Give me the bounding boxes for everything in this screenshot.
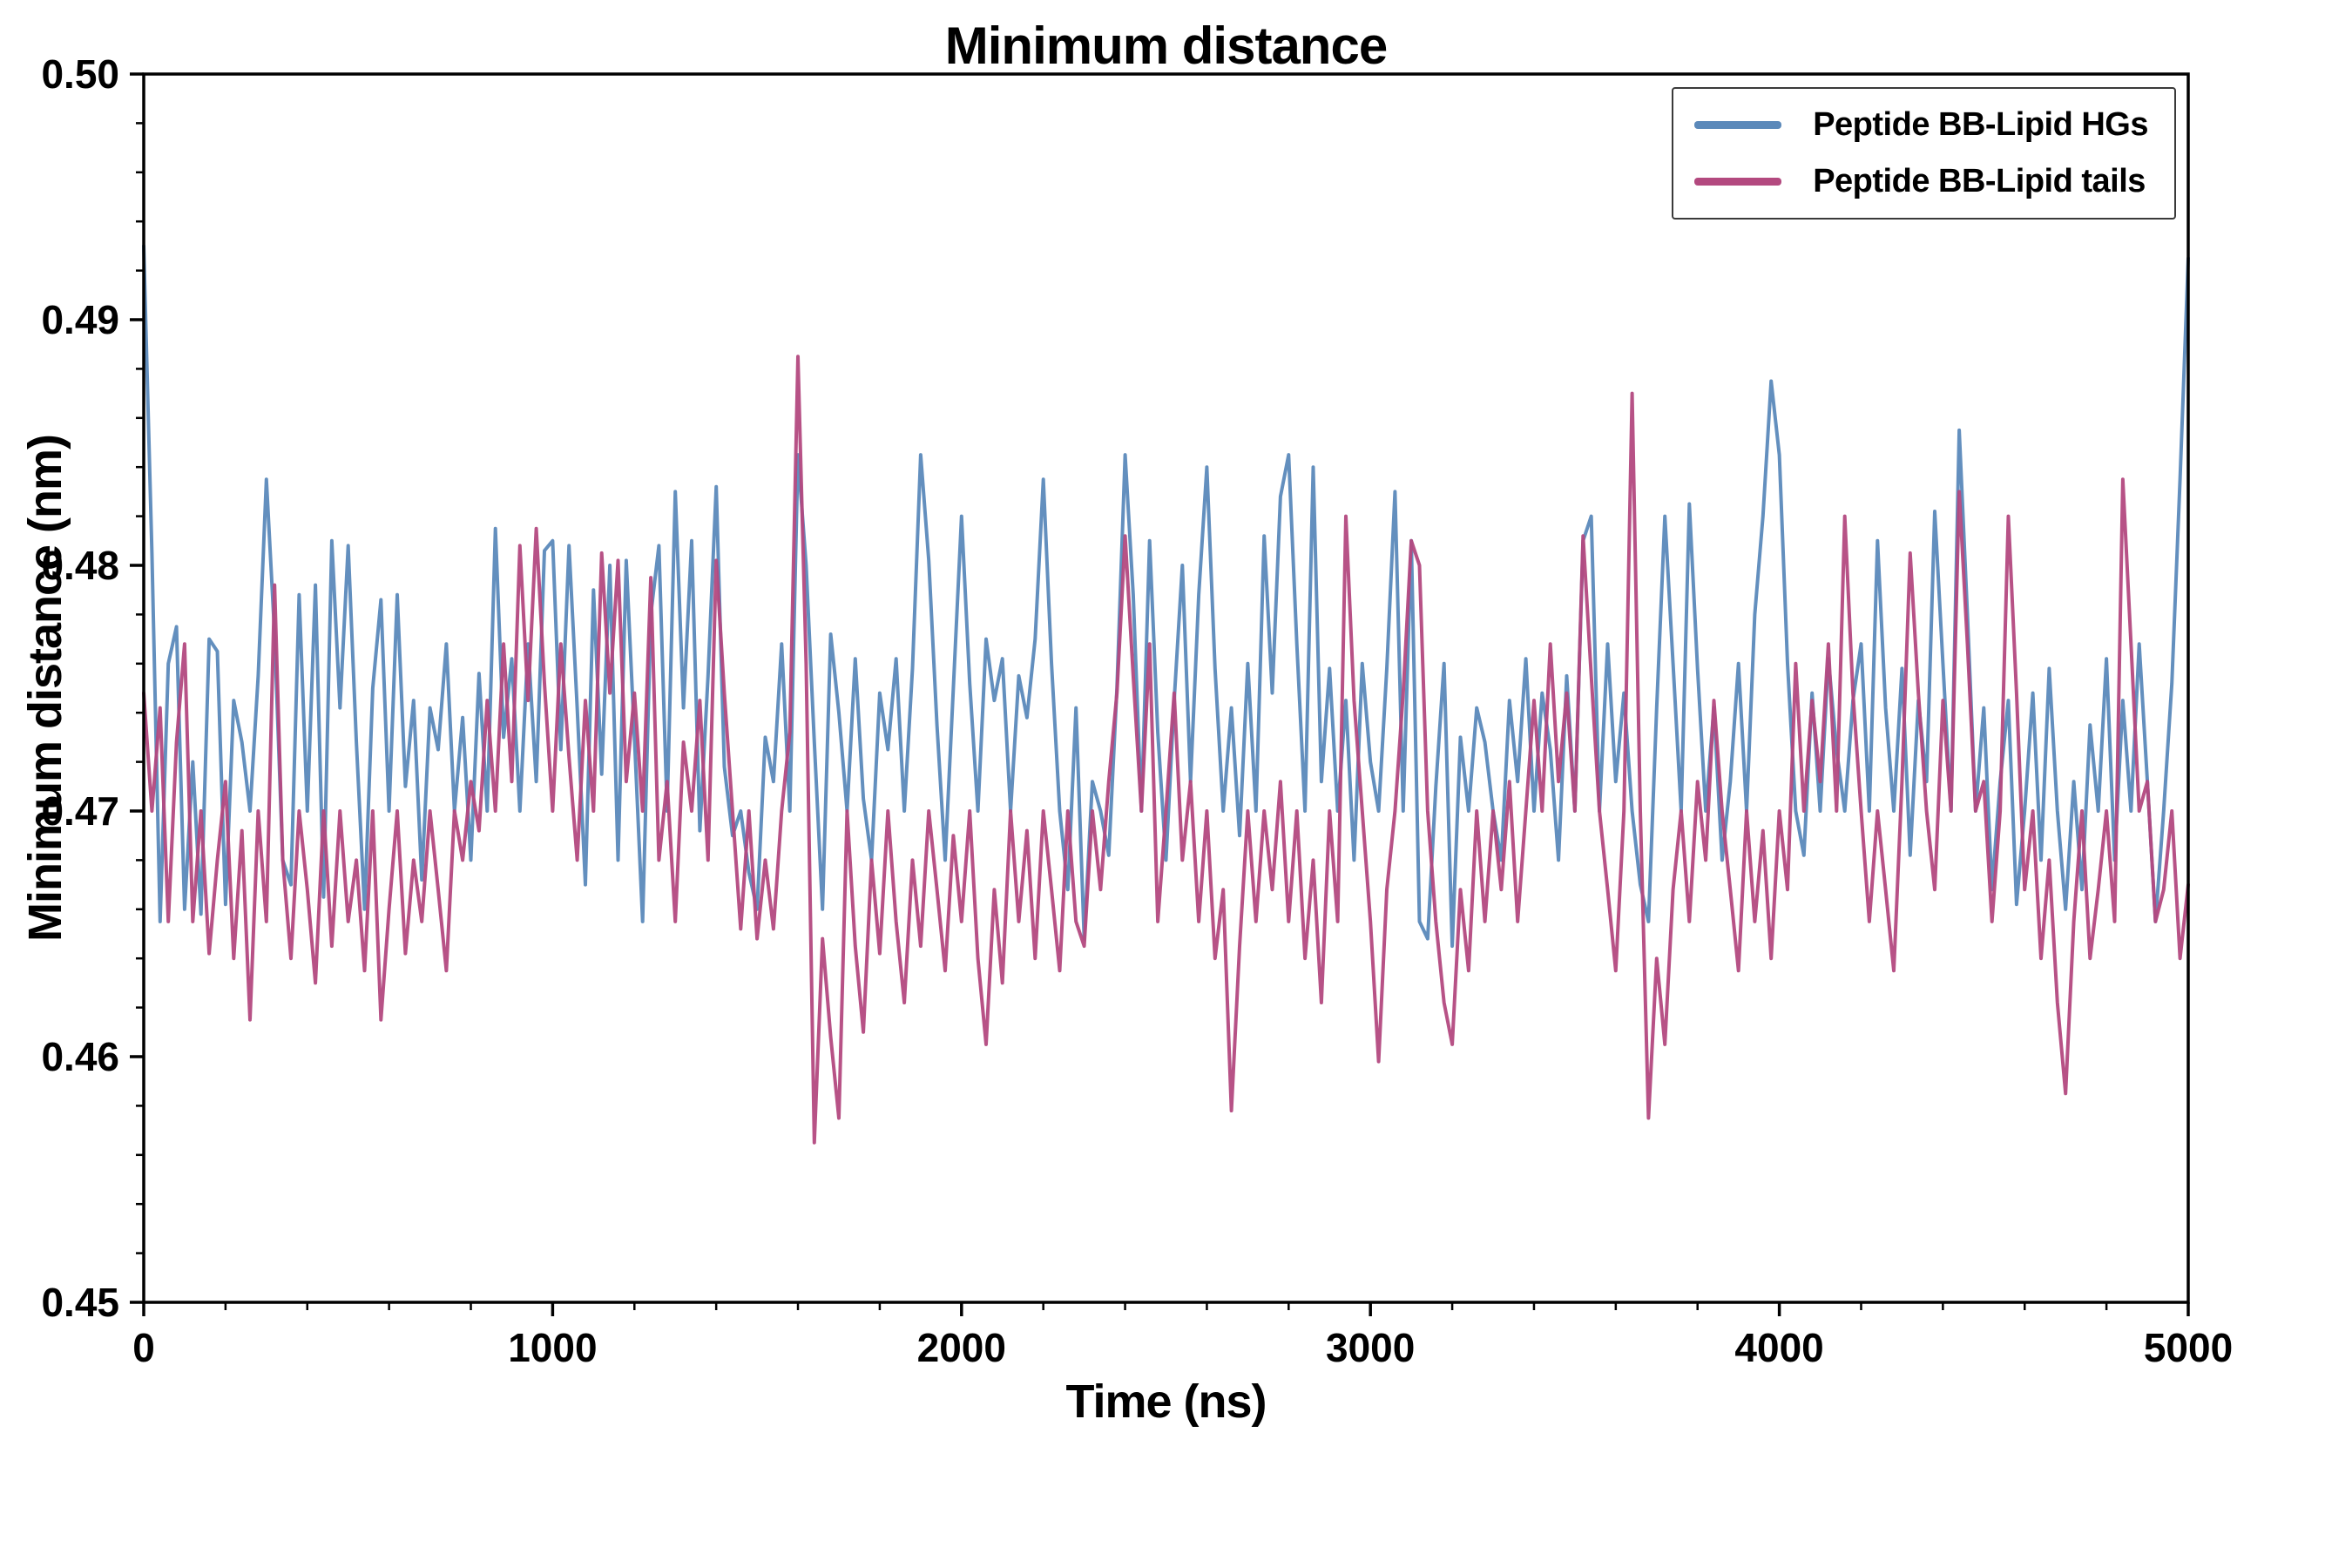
legend-label-hgs: Peptide BB-Lipid HGs [1813, 106, 2148, 143]
y-tick-label: 0.49 [41, 297, 119, 342]
y-axis-label: Minimum distance (nm) [19, 434, 71, 943]
x-tick-label: 2000 [917, 1325, 1006, 1370]
legend: Peptide BB-Lipid HGs Peptide BB-Lipid ta… [1672, 87, 2176, 220]
x-tick-label: 4000 [1734, 1325, 1823, 1370]
x-tick-label: 5000 [2144, 1325, 2233, 1370]
y-tick-label: 0.50 [41, 51, 119, 97]
x-tick-label: 0 [132, 1325, 155, 1370]
y-tick-label: 0.45 [41, 1280, 119, 1325]
plot-frame [142, 72, 2190, 1304]
y-tick-label: 0.48 [41, 543, 119, 588]
y-tick-label: 0.46 [41, 1034, 119, 1079]
chart-title: Minimum distance [944, 17, 1388, 75]
legend-item-hgs: Peptide BB-Lipid HGs [1694, 106, 2148, 144]
legend-swatch-hgs [1694, 121, 1782, 129]
legend-swatch-tails [1694, 178, 1782, 186]
y-tick-label: 0.47 [41, 788, 119, 834]
legend-label-tails: Peptide BB-Lipid tails [1813, 163, 2146, 199]
legend-item-tails: Peptide BB-Lipid tails [1694, 163, 2148, 200]
series-line-1 [142, 355, 2190, 1145]
x-axis-label: Time (ns) [1065, 1375, 1267, 1428]
x-tick-label: 3000 [1326, 1325, 1415, 1370]
x-tick-label: 1000 [508, 1325, 597, 1370]
